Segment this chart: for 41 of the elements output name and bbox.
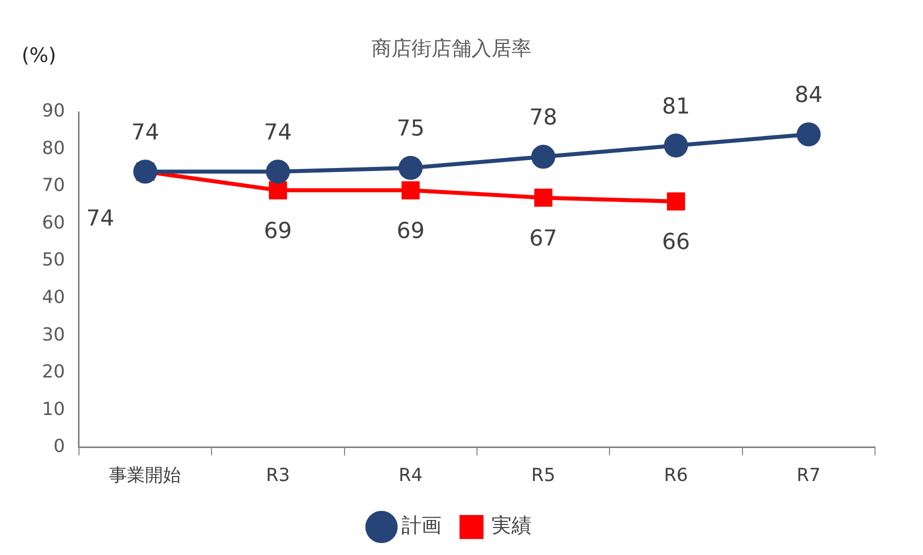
- point: [402, 181, 420, 200]
- data-label: 74: [86, 206, 114, 232]
- point: [266, 160, 290, 184]
- y-tick-label: 10: [42, 398, 65, 420]
- data-label: 75: [396, 116, 425, 142]
- point: [666, 192, 686, 211]
- y-tick-label: 80: [42, 138, 65, 159]
- y-tick-label: 90: [42, 100, 65, 122]
- data-label: 74: [131, 120, 160, 146]
- point: [534, 188, 552, 207]
- data-label: 67: [529, 226, 558, 252]
- x-tick-label: R3: [266, 464, 290, 486]
- data-label: 69: [396, 218, 425, 244]
- y-tick-label: 0: [53, 436, 65, 458]
- data-label: 84: [794, 83, 823, 108]
- data-label: 74: [264, 120, 292, 146]
- point: [531, 144, 556, 169]
- x-tick-label: R7: [796, 464, 821, 486]
- x-tick-label: R6: [664, 464, 688, 486]
- y-tick-label: 70: [42, 175, 65, 196]
- legend-label: 実績: [492, 513, 532, 538]
- y-axis-title: (%): [22, 43, 56, 68]
- point: [796, 122, 821, 146]
- y-tick-label: 50: [42, 250, 65, 271]
- chart-title: 商店街店舗入居率: [372, 36, 532, 60]
- data-label: 81: [662, 94, 690, 120]
- point: [664, 134, 688, 158]
- data-label: 69: [264, 218, 292, 244]
- y-tick-label: 20: [42, 362, 65, 383]
- point: [133, 160, 158, 184]
- legend-label: 計画: [402, 513, 442, 538]
- point: [268, 181, 287, 200]
- y-tick-label: 40: [42, 287, 65, 308]
- data-label: 78: [529, 105, 558, 130]
- point: [398, 156, 423, 180]
- y-tick-label: 60: [42, 212, 65, 234]
- x-tick-label: 事業開始: [109, 464, 182, 486]
- x-tick-label: R4: [398, 464, 423, 486]
- data-label: 66: [662, 230, 690, 256]
- x-tick-label: R5: [531, 464, 556, 486]
- y-tick-label: 30: [42, 324, 65, 346]
